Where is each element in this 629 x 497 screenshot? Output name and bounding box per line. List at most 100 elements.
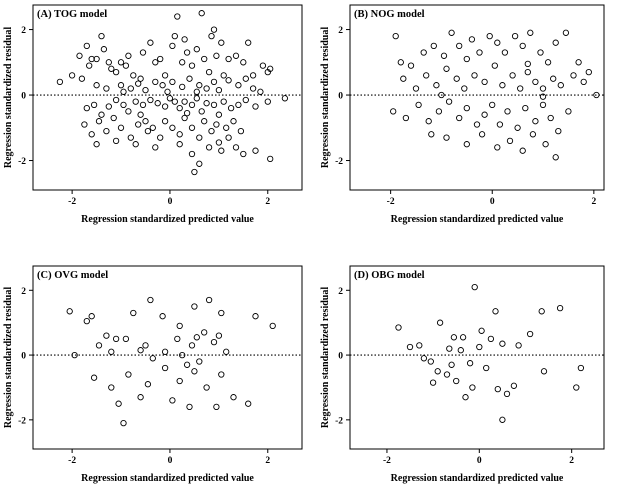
data-point [557, 82, 564, 89]
data-point [532, 78, 539, 86]
data-point [105, 103, 112, 110]
data-point [585, 68, 592, 76]
data-point [122, 335, 130, 343]
data-point [537, 49, 544, 56]
data-point [157, 55, 164, 63]
data-point [215, 86, 223, 94]
data-point [237, 127, 245, 135]
data-point [459, 334, 467, 341]
data-point [552, 154, 559, 161]
data-point [137, 111, 144, 118]
data-point [110, 114, 117, 122]
data-point [137, 394, 144, 401]
data-point [181, 98, 188, 105]
data-point [112, 137, 120, 145]
data-point [434, 368, 441, 375]
data-point [526, 330, 534, 338]
data-point [215, 111, 223, 118]
data-point [147, 39, 154, 46]
data-point [191, 368, 198, 375]
data-point [483, 364, 490, 372]
data-point [593, 91, 600, 99]
data-point [540, 368, 548, 375]
data-point [514, 124, 521, 131]
data-point [115, 400, 122, 407]
data-point [203, 85, 210, 92]
data-point [144, 127, 152, 135]
data-point [524, 68, 531, 76]
y-tick-label: 2 [21, 287, 26, 297]
scatter-panel-3: -2 0 2 -2 0 2 (C) OVG model Regression standard… [3, 265, 303, 484]
data-point [117, 82, 125, 89]
x-tick-label: 2 [265, 456, 270, 466]
data-point [186, 75, 193, 82]
data-point [98, 32, 105, 40]
data-point [210, 101, 218, 109]
data-point [267, 155, 274, 163]
data-point [188, 124, 196, 131]
data-point [494, 144, 501, 151]
data-point [580, 78, 587, 86]
data-point [112, 68, 120, 76]
data-point [496, 121, 504, 128]
data-point [78, 75, 86, 82]
data-point [427, 358, 434, 365]
x-tick-label: 2 [265, 197, 270, 207]
data-point [499, 416, 506, 423]
y-tick-label: 0 [21, 92, 26, 102]
data-point [577, 364, 585, 372]
data-point [208, 127, 215, 135]
data-point [166, 95, 174, 102]
data-point [443, 65, 450, 72]
data-point [174, 13, 181, 20]
data-point [406, 343, 414, 351]
scatter-panel-4: -2 0 2 -2 0 2 (D) OBG model Regression standard… [320, 265, 605, 484]
data-point [544, 59, 552, 66]
data-point [179, 351, 186, 359]
x-axis-label: Regression standardized predicted value [391, 214, 564, 225]
data-point [120, 101, 127, 109]
data-point [242, 96, 249, 104]
y-tick-label: 0 [338, 92, 343, 102]
data-point [157, 134, 164, 141]
data-point [193, 46, 200, 53]
data-point [492, 308, 499, 315]
x-axis-label: Regression standardized predicted value [391, 473, 564, 484]
panel-title: (A) TOG model [37, 9, 107, 20]
data-point [159, 82, 166, 89]
data-point [88, 55, 95, 63]
panel-title: (B) NOG model [354, 9, 425, 20]
data-point [550, 75, 557, 82]
data-point [125, 108, 132, 115]
data-point [264, 98, 271, 105]
scatter-panel-2: -2 0 2 -2 0 2 (B) NOG model Regression standard… [320, 4, 605, 225]
data-point [471, 72, 478, 79]
y-tick-label: 0 [338, 352, 343, 362]
data-point [491, 62, 498, 69]
x-axis-label: Regression standardized predicted value [81, 473, 254, 484]
data-point [86, 62, 93, 69]
data-point [154, 100, 161, 107]
data-point [240, 59, 247, 66]
data-point [176, 104, 183, 112]
data-point [117, 124, 125, 131]
data-point [183, 361, 191, 368]
data-point [135, 80, 142, 87]
data-point [218, 147, 225, 154]
data-point [68, 72, 76, 79]
y-tick-label: 2 [21, 26, 26, 36]
data-point [529, 131, 537, 138]
data-point [463, 55, 470, 63]
data-point [252, 313, 259, 320]
data-point [196, 82, 203, 89]
data-point [83, 317, 90, 325]
data-point [259, 62, 267, 69]
y-tick-label: -2 [18, 416, 26, 426]
data-point [504, 108, 511, 115]
data-point [252, 103, 259, 110]
data-point [267, 65, 274, 72]
data-point [225, 77, 232, 84]
data-point [147, 96, 154, 104]
plot-frame [349, 4, 605, 191]
